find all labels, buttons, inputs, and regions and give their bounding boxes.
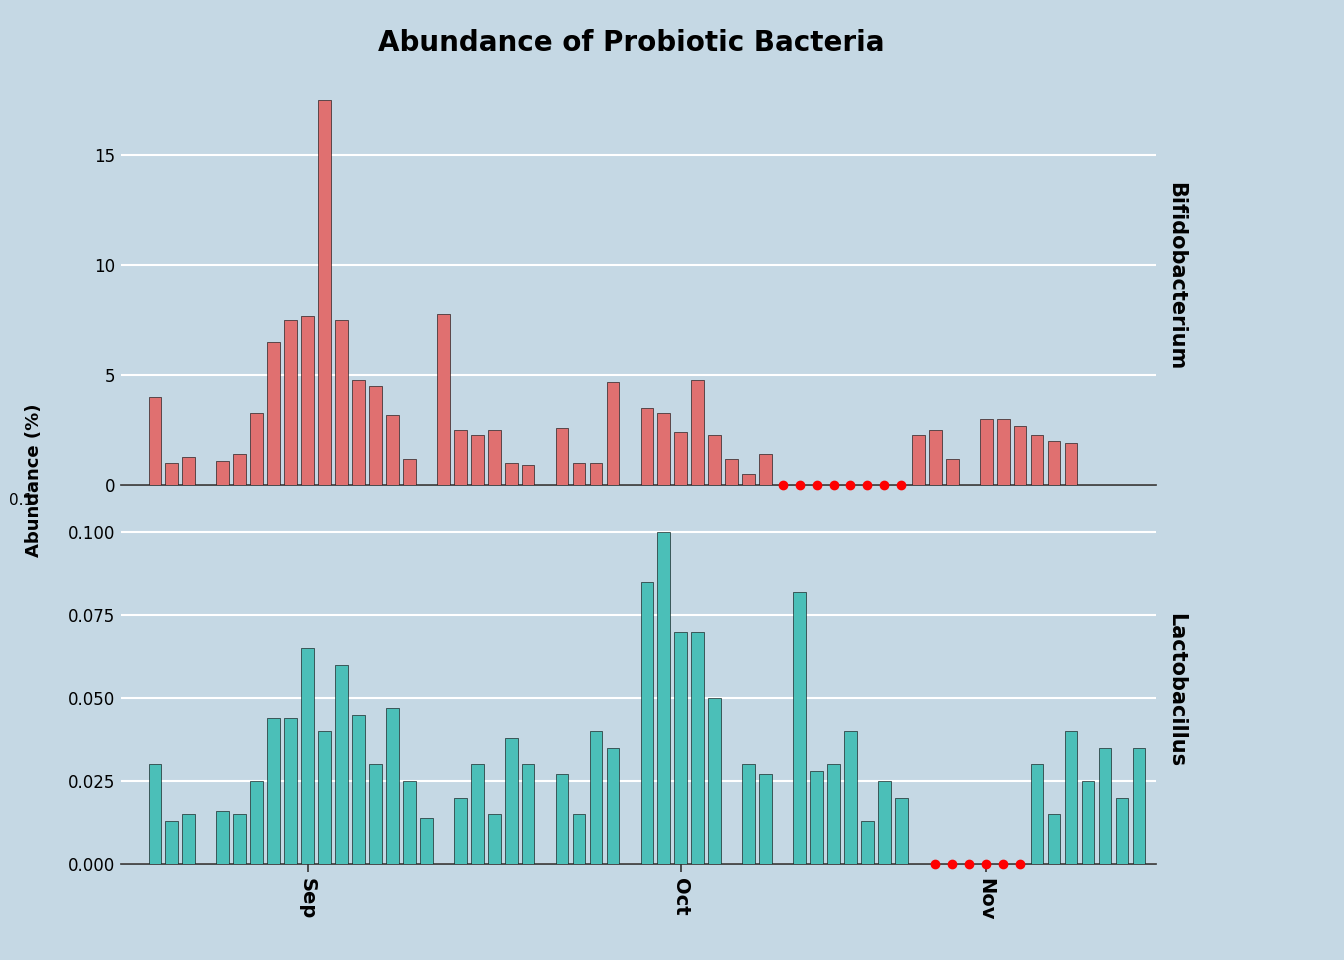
- Bar: [216, 461, 228, 485]
- Bar: [234, 814, 246, 864]
- Bar: [1098, 748, 1111, 864]
- Bar: [234, 454, 246, 485]
- Bar: [370, 764, 382, 864]
- Text: Lactobacillus: Lactobacillus: [1167, 612, 1187, 767]
- Bar: [352, 715, 364, 864]
- Bar: [641, 408, 653, 485]
- Bar: [335, 665, 348, 864]
- Bar: [555, 775, 569, 864]
- Bar: [1116, 798, 1128, 864]
- Bar: [675, 432, 687, 485]
- Bar: [403, 459, 415, 485]
- Bar: [301, 316, 314, 485]
- Bar: [149, 764, 161, 864]
- Bar: [521, 764, 535, 864]
- Bar: [301, 648, 314, 864]
- Bar: [454, 798, 466, 864]
- Bar: [708, 435, 722, 485]
- Bar: [878, 781, 891, 864]
- Bar: [708, 698, 722, 864]
- Bar: [1064, 732, 1078, 864]
- Bar: [505, 463, 517, 485]
- Text: Abundance (%): Abundance (%): [24, 403, 43, 557]
- Bar: [183, 457, 195, 485]
- Bar: [470, 435, 484, 485]
- Bar: [929, 430, 942, 485]
- Bar: [1048, 814, 1060, 864]
- Bar: [691, 379, 704, 485]
- Bar: [165, 463, 179, 485]
- Bar: [1031, 435, 1043, 485]
- Text: Bifidobacterium: Bifidobacterium: [1167, 182, 1187, 371]
- Bar: [370, 386, 382, 485]
- Bar: [488, 814, 500, 864]
- Bar: [555, 428, 569, 485]
- Bar: [980, 420, 993, 485]
- Bar: [1064, 444, 1078, 485]
- Bar: [250, 781, 263, 864]
- Bar: [470, 764, 484, 864]
- Bar: [183, 814, 195, 864]
- Bar: [403, 781, 415, 864]
- Bar: [1048, 441, 1060, 485]
- Bar: [590, 732, 602, 864]
- Bar: [913, 435, 925, 485]
- Bar: [216, 811, 228, 864]
- Bar: [284, 718, 297, 864]
- Text: Abundance of Probiotic Bacteria: Abundance of Probiotic Bacteria: [379, 29, 884, 57]
- Bar: [267, 342, 280, 485]
- Bar: [319, 100, 331, 485]
- Bar: [759, 775, 771, 864]
- Bar: [335, 320, 348, 485]
- Bar: [657, 413, 671, 485]
- Bar: [1031, 764, 1043, 864]
- Bar: [946, 459, 958, 485]
- Bar: [319, 732, 331, 864]
- Bar: [250, 413, 263, 485]
- Bar: [827, 764, 840, 864]
- Bar: [641, 582, 653, 864]
- Bar: [454, 430, 466, 485]
- Bar: [657, 533, 671, 864]
- Bar: [386, 415, 399, 485]
- Bar: [267, 718, 280, 864]
- Bar: [386, 708, 399, 864]
- Bar: [606, 748, 620, 864]
- Bar: [793, 592, 806, 864]
- Bar: [997, 420, 1009, 485]
- Bar: [149, 397, 161, 485]
- Bar: [742, 474, 755, 485]
- Bar: [352, 379, 364, 485]
- Bar: [165, 821, 179, 864]
- Bar: [573, 814, 586, 864]
- Bar: [505, 738, 517, 864]
- Bar: [810, 771, 823, 864]
- Bar: [726, 459, 738, 485]
- Bar: [1013, 425, 1027, 485]
- Bar: [895, 798, 907, 864]
- Bar: [573, 463, 586, 485]
- Bar: [590, 463, 602, 485]
- Bar: [488, 430, 500, 485]
- Bar: [742, 764, 755, 864]
- Bar: [675, 632, 687, 864]
- Bar: [606, 382, 620, 485]
- Bar: [759, 454, 771, 485]
- Text: 0.1: 0.1: [9, 493, 34, 509]
- Bar: [862, 821, 874, 864]
- Bar: [1082, 781, 1094, 864]
- Bar: [419, 818, 433, 864]
- Bar: [691, 632, 704, 864]
- Bar: [844, 732, 857, 864]
- Bar: [1133, 748, 1145, 864]
- Bar: [521, 466, 535, 485]
- Bar: [437, 314, 450, 485]
- Bar: [284, 320, 297, 485]
